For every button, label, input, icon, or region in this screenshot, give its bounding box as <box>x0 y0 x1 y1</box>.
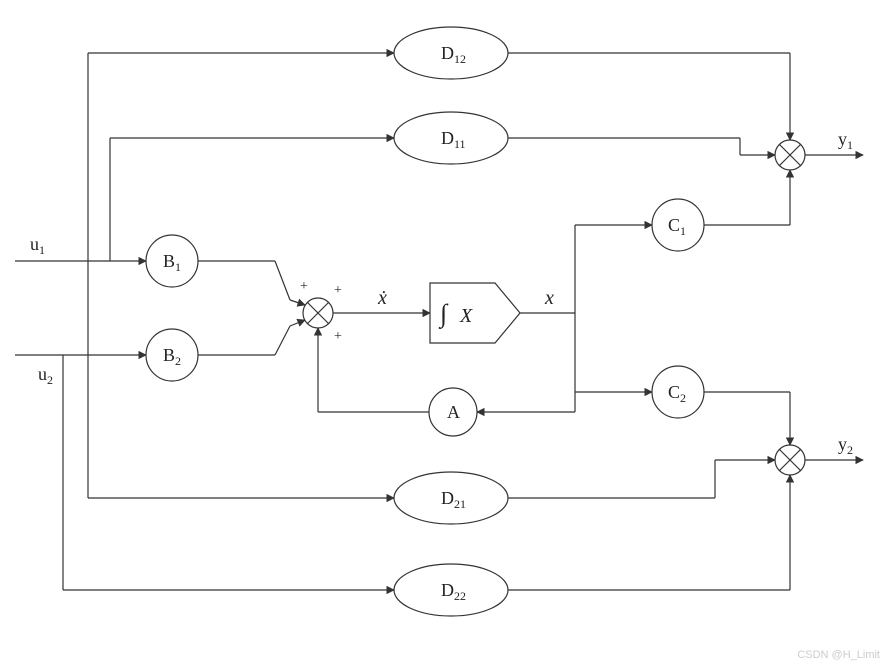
svg-text:X: X <box>459 305 473 327</box>
y2-label: y2 <box>838 434 853 457</box>
svg-text:+: + <box>300 279 308 294</box>
u2-label: u2 <box>38 364 53 387</box>
sum-bottom <box>775 445 805 475</box>
svg-text:A: A <box>447 402 460 422</box>
xdot-label: ẋ <box>377 287 387 309</box>
watermark: CSDN @H_Limit <box>797 649 880 661</box>
nodes <box>146 27 805 616</box>
sum-center <box>303 298 333 328</box>
y1-label: y1 <box>838 129 853 152</box>
sum-top <box>775 140 805 170</box>
svg-text:+: + <box>334 329 342 344</box>
x-label: x <box>544 287 554 309</box>
svg-text:+: + <box>334 283 342 298</box>
u1-label: u1 <box>30 234 45 257</box>
